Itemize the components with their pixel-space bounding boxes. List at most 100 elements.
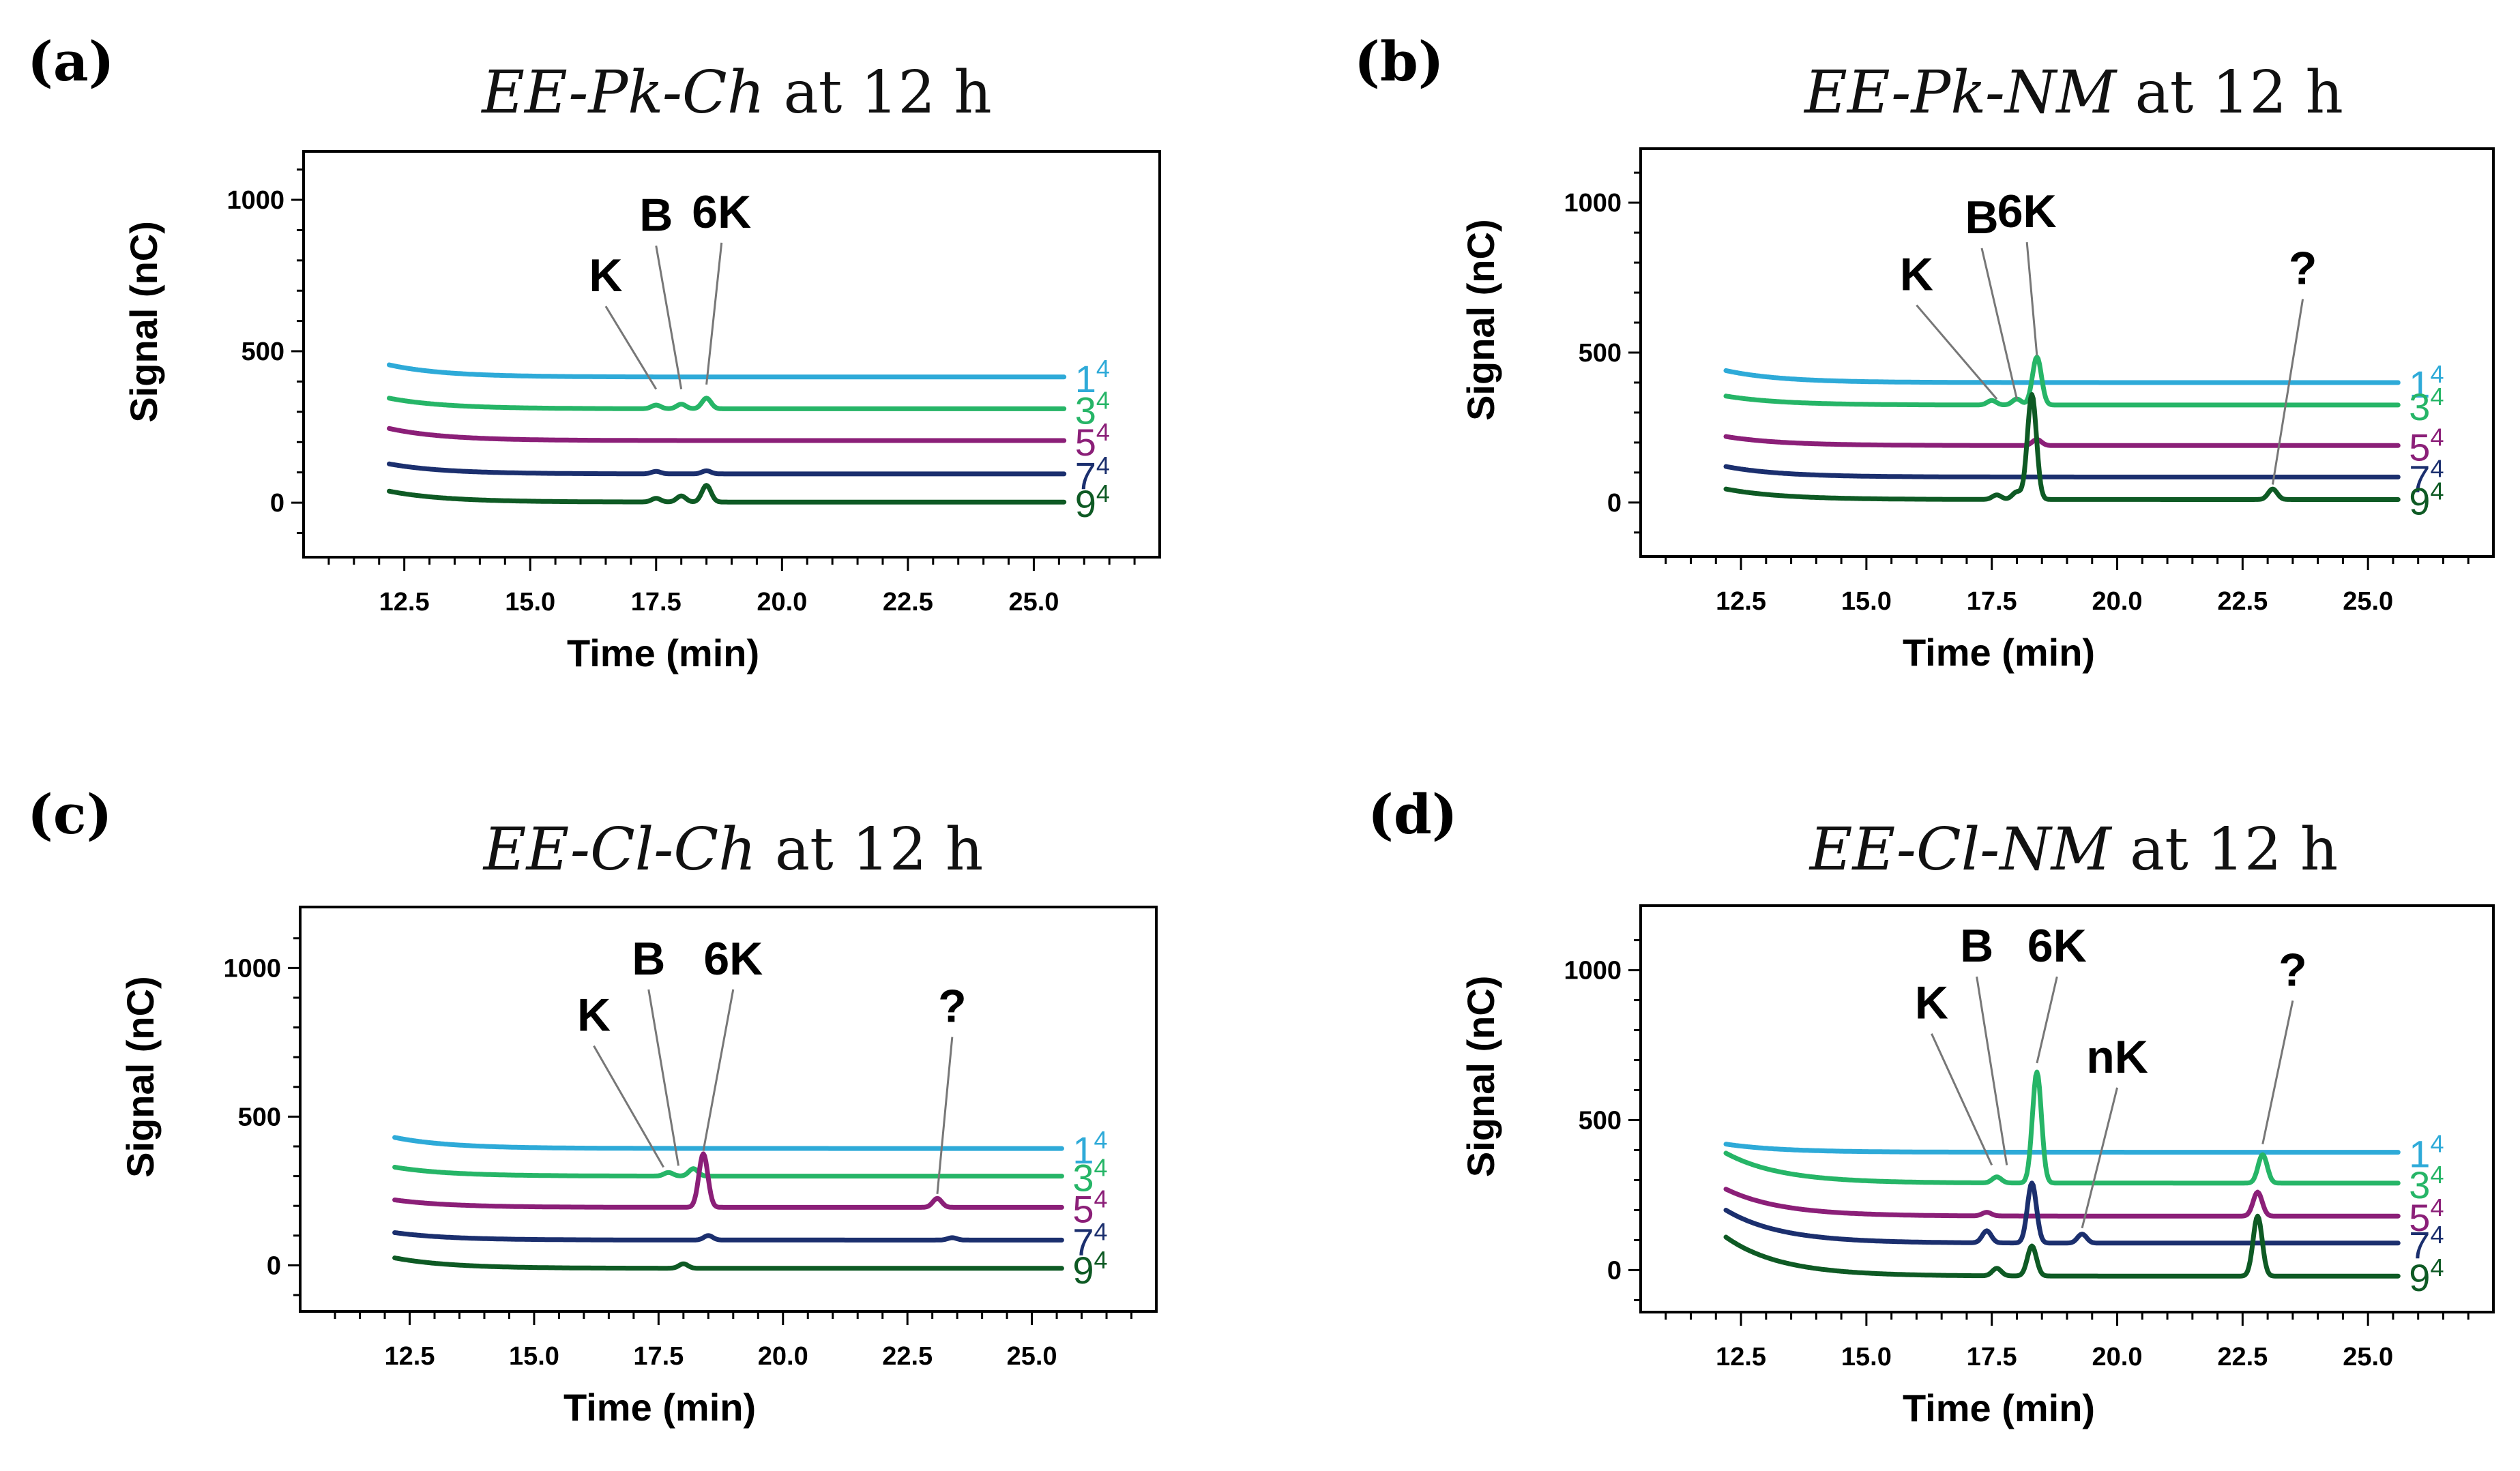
series-label-3: 34 <box>2409 1161 2444 1206</box>
series-label-3: 34 <box>1072 1154 1107 1200</box>
x-tick-label: 12.5 <box>379 588 430 616</box>
series-line-5 <box>1723 1187 2401 1219</box>
peak-annotation-label: K <box>577 990 611 1041</box>
peak-annotation-label: K <box>1915 977 1948 1029</box>
y-tick-label: 500 <box>238 1103 281 1131</box>
panel-a-plot: 12.5 15.0 17.5 20.0 22.5 25.0 0 500 1000 Time (mi… <box>122 168 1136 674</box>
series-line-9 <box>1723 392 2401 502</box>
series-line-9 <box>392 1255 1064 1271</box>
x-tick-label: 22.5 <box>2217 1343 2268 1371</box>
peak-annotation-label: ? <box>938 981 967 1032</box>
series-line-9 <box>1723 1213 2401 1279</box>
series-line-5 <box>387 426 1067 443</box>
annotation-leader-line <box>1916 304 1998 400</box>
panel-c: (c) EE-Cl-Ch at 12 h 12.5 15.0 17.5 20.0 22.… <box>27 782 1158 1429</box>
series-label-1: 14 <box>2409 1130 2444 1176</box>
panel-b-plot: 12.5 15.0 17.5 20.0 22.5 25.0 0 500 1000 Time (mi… <box>1459 171 2470 674</box>
y-tick-label: 1000 <box>226 186 284 215</box>
series-line-7 <box>1723 464 2401 479</box>
x-tick-label: 17.5 <box>1967 1343 2017 1371</box>
annotation-leader-line <box>2081 1087 2118 1229</box>
x-tick-label: 12.5 <box>385 1342 435 1371</box>
annotation-leader-line <box>655 246 683 389</box>
x-tick-label: 17.5 <box>1967 587 2017 616</box>
peak-annotation-label: 6K <box>1997 185 2057 237</box>
series-label-9: 94 <box>1075 479 1110 525</box>
y-axis-label: Signal (nC) <box>1459 976 1502 1178</box>
x-tick-label: 12.5 <box>1716 587 1766 616</box>
series-label-1: 14 <box>1075 355 1110 400</box>
x-tick-label: 22.5 <box>883 588 933 616</box>
y-tick-label: 0 <box>270 489 284 518</box>
x-tick-label: 15.0 <box>1841 1343 1892 1371</box>
series-line-3 <box>1723 1069 2401 1186</box>
x-axis-label: Time (min) <box>567 632 759 674</box>
x-tick-label: 22.5 <box>882 1342 933 1371</box>
x-axis-label: Time (min) <box>1903 631 2095 674</box>
series-label-5: 54 <box>2409 1193 2444 1239</box>
x-tick-label: 15.0 <box>505 588 555 616</box>
x-tick-label: 20.0 <box>758 1342 808 1371</box>
x-tick-label: 15.0 <box>509 1342 559 1371</box>
series-line-1 <box>1723 1142 2401 1155</box>
x-tick-label: 25.0 <box>1008 588 1059 616</box>
peak-annotation-label: B <box>1965 192 1998 243</box>
peak-annotation-label: B <box>632 933 665 985</box>
annotation-leader-line <box>1976 976 2008 1165</box>
y-tick-label: 500 <box>1579 1106 1622 1135</box>
annotation-leader-line <box>647 989 680 1166</box>
peak-annotation-label: B <box>1960 920 1993 972</box>
panel-d: (d) EE-Cl-NM at 12 h 12.5 15.0 17.5 20.0 22.… <box>1368 782 2495 1429</box>
x-tick-label: 12.5 <box>1716 1343 1766 1371</box>
series-label-7: 74 <box>2409 454 2444 500</box>
annotation-leader-line <box>604 306 658 390</box>
annotation-leader-line <box>1980 248 2018 400</box>
series-label-5: 54 <box>1075 418 1110 464</box>
peak-annotation-label: 6K <box>692 186 751 238</box>
series-label-1: 14 <box>1072 1126 1107 1172</box>
series-label-7: 74 <box>2409 1221 2444 1266</box>
panel-c-letter: (c) <box>27 782 112 846</box>
series-label-9: 94 <box>2409 477 2444 522</box>
x-tick-label: 20.0 <box>757 588 807 616</box>
peak-annotation-label: K <box>1900 248 1933 300</box>
y-tick-label: 1000 <box>1564 957 1622 985</box>
peak-annotation-label: ? <box>2289 243 2317 295</box>
y-tick-label: 0 <box>267 1251 281 1280</box>
peak-annotation-label: 6K <box>2027 920 2087 972</box>
panel-a: (a) EE-Pk-Ch at 12 h 12.5 15.0 17.5 20.0 22.… <box>27 29 1161 674</box>
series-line-3 <box>392 1165 1064 1179</box>
panel-b-letter: (b) <box>1354 29 1444 93</box>
y-tick-label: 0 <box>1607 489 1622 518</box>
panel-b-title: EE-Pk-NM at 12 h <box>1803 59 2343 127</box>
y-tick-label: 1000 <box>1564 189 1622 218</box>
peak-annotation-label: ? <box>2279 944 2307 996</box>
panel-c-title: EE-Cl-Ch at 12 h <box>482 816 983 884</box>
series-label-7: 74 <box>1075 451 1110 497</box>
x-tick-label: 25.0 <box>2343 1343 2393 1371</box>
series-line-7 <box>387 461 1067 477</box>
y-tick-label: 1000 <box>223 954 281 983</box>
y-tick-label: 500 <box>241 338 284 366</box>
x-tick-label: 17.5 <box>631 588 682 616</box>
series-line-9 <box>387 483 1067 505</box>
series-label-3: 34 <box>2409 383 2444 428</box>
x-tick-label: 25.0 <box>2343 587 2393 616</box>
series-label-3: 34 <box>1075 386 1110 432</box>
panel-b: (b) EE-Pk-NM at 12 h 12.5 15.0 17.5 20.0 22.… <box>1354 29 2495 674</box>
panel-c-plot: 12.5 15.0 17.5 20.0 22.5 25.0 0 500 1000 Time (mi… <box>119 933 1133 1429</box>
annotation-leader-line <box>2261 1000 2294 1144</box>
x-tick-label: 20.0 <box>2092 1343 2143 1371</box>
annotation-leader-line <box>702 989 735 1151</box>
series-label-9: 94 <box>1072 1246 1107 1292</box>
annotation-leader-line <box>1931 1033 1993 1166</box>
y-axis-label: Signal (nC) <box>1459 219 1502 421</box>
x-tick-label: 20.0 <box>2092 587 2143 616</box>
y-tick-label: 0 <box>1607 1256 1622 1285</box>
x-axis-label: Time (min) <box>1903 1386 2095 1429</box>
series-label-7: 74 <box>1072 1217 1107 1263</box>
peak-annotation-label: K <box>589 250 622 301</box>
series-label-5: 54 <box>1072 1185 1107 1230</box>
series-line-3 <box>387 396 1067 411</box>
